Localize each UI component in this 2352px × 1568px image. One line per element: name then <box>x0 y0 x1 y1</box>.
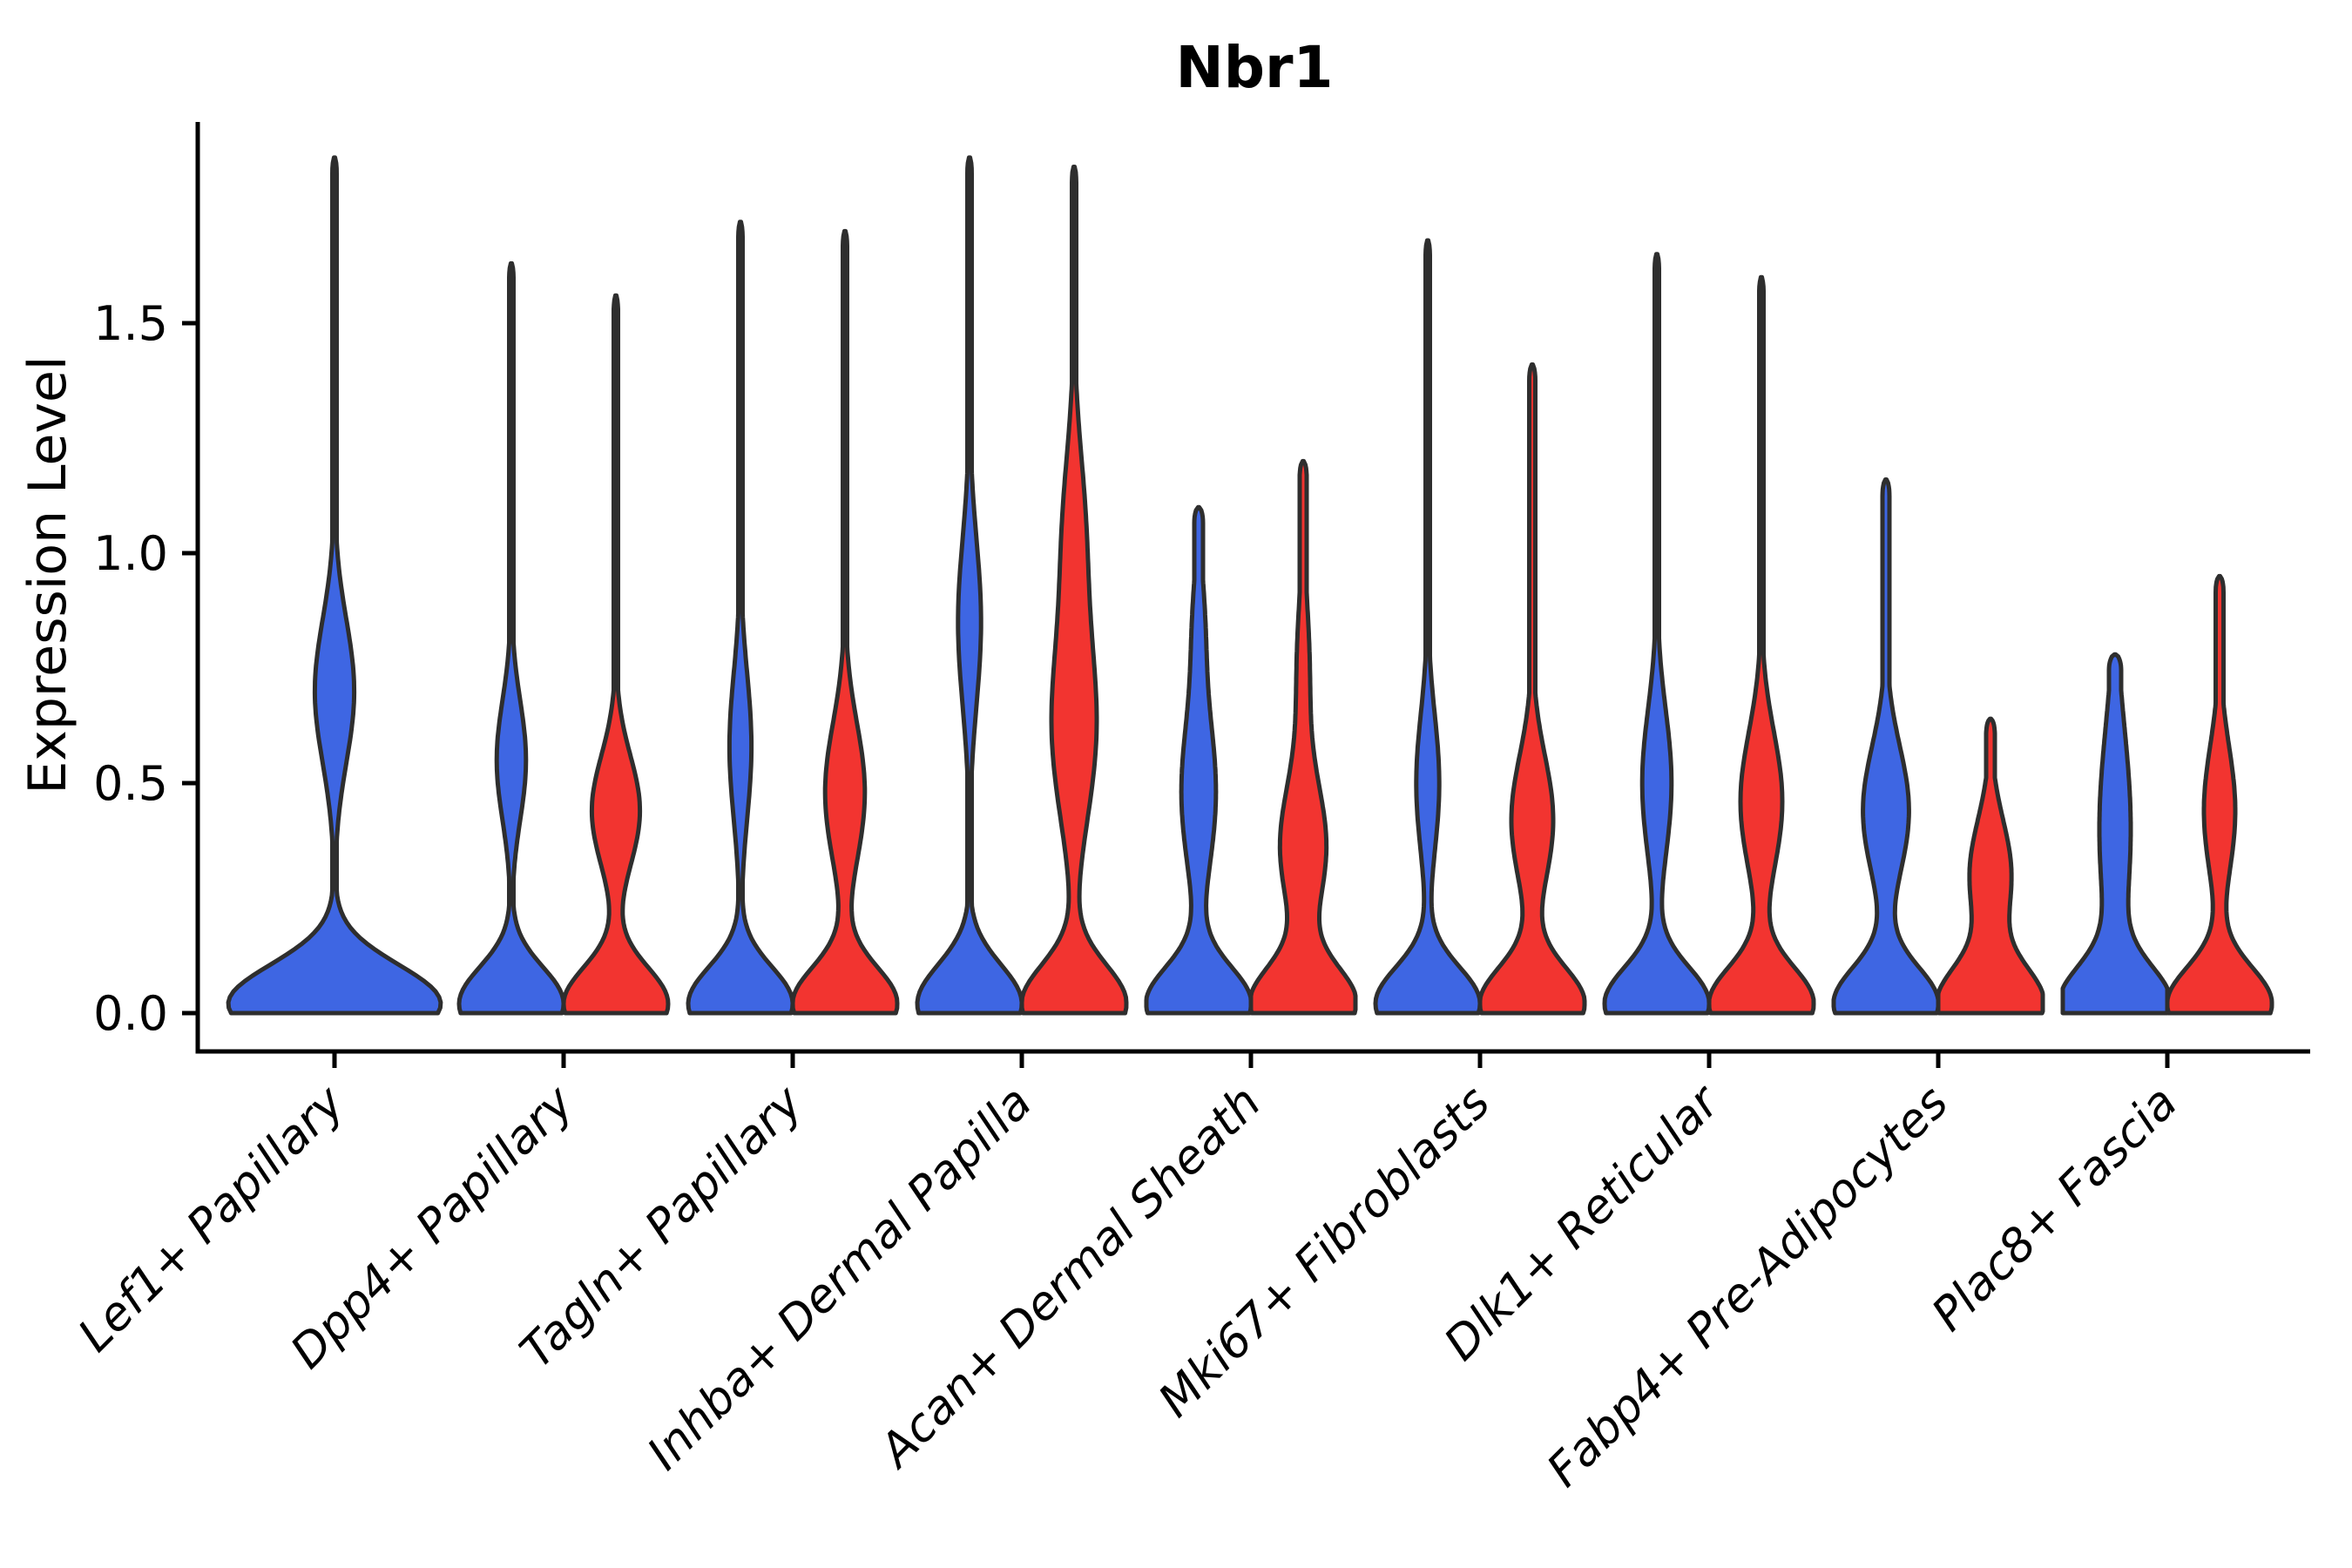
violin-mki67-fibroblasts-blue <box>1373 238 1483 1016</box>
violin-lef1-papillary-blue <box>226 155 443 1016</box>
violin-inhba-dermal-papilla-blue <box>915 155 1024 1016</box>
violin-dpp4-papillary-blue <box>456 260 566 1016</box>
violin-acan-dermal-sheath-blue <box>1144 504 1254 1016</box>
chart-title: Nbr1 <box>1176 34 1334 101</box>
violins-layer <box>226 155 2274 1016</box>
violin-dpp4-papillary-red <box>561 293 671 1016</box>
x-tick-label-fabp4-pre-adipocytes: Fabp4+ Pre-Adipocytes <box>1538 1076 1959 1497</box>
violin-tagln-papillary-blue <box>686 220 795 1016</box>
violin-dlk1-reticular-red <box>1707 274 1816 1016</box>
violin-plac8-fascia-red <box>2165 573 2274 1016</box>
violin-inhba-dermal-papilla-red <box>1019 165 1129 1016</box>
violin-plac8-fascia-blue <box>2060 652 2170 1016</box>
x-tick-label-inhba-dermal-papilla: Inhba+ Dermal Papilla <box>638 1076 1042 1480</box>
violin-dlk1-reticular-blue <box>1602 252 1712 1016</box>
violin-mki67-fibroblasts-red <box>1477 362 1587 1016</box>
x-tick-label-acan-dermal-sheath: Acan+ Dermal Sheath <box>868 1076 1272 1479</box>
x-tick-label-plac8-fascia: Plac8+ Fascia <box>1922 1076 2187 1342</box>
y-tick-label: 1.5 <box>93 296 168 351</box>
violin-fabp4-pre-adipocytes-blue <box>1831 477 1941 1016</box>
y-tick-label: 1.0 <box>93 526 168 581</box>
violin-fabp4-pre-adipocytes-red <box>1936 716 2045 1016</box>
y-tick-label: 0.0 <box>93 986 168 1041</box>
violin-acan-dermal-sheath-red <box>1248 458 1358 1016</box>
violin-tagln-papillary-red <box>790 228 900 1016</box>
y-tick-label: 0.5 <box>93 756 168 811</box>
y-axis-label: Expression Level <box>17 355 78 794</box>
